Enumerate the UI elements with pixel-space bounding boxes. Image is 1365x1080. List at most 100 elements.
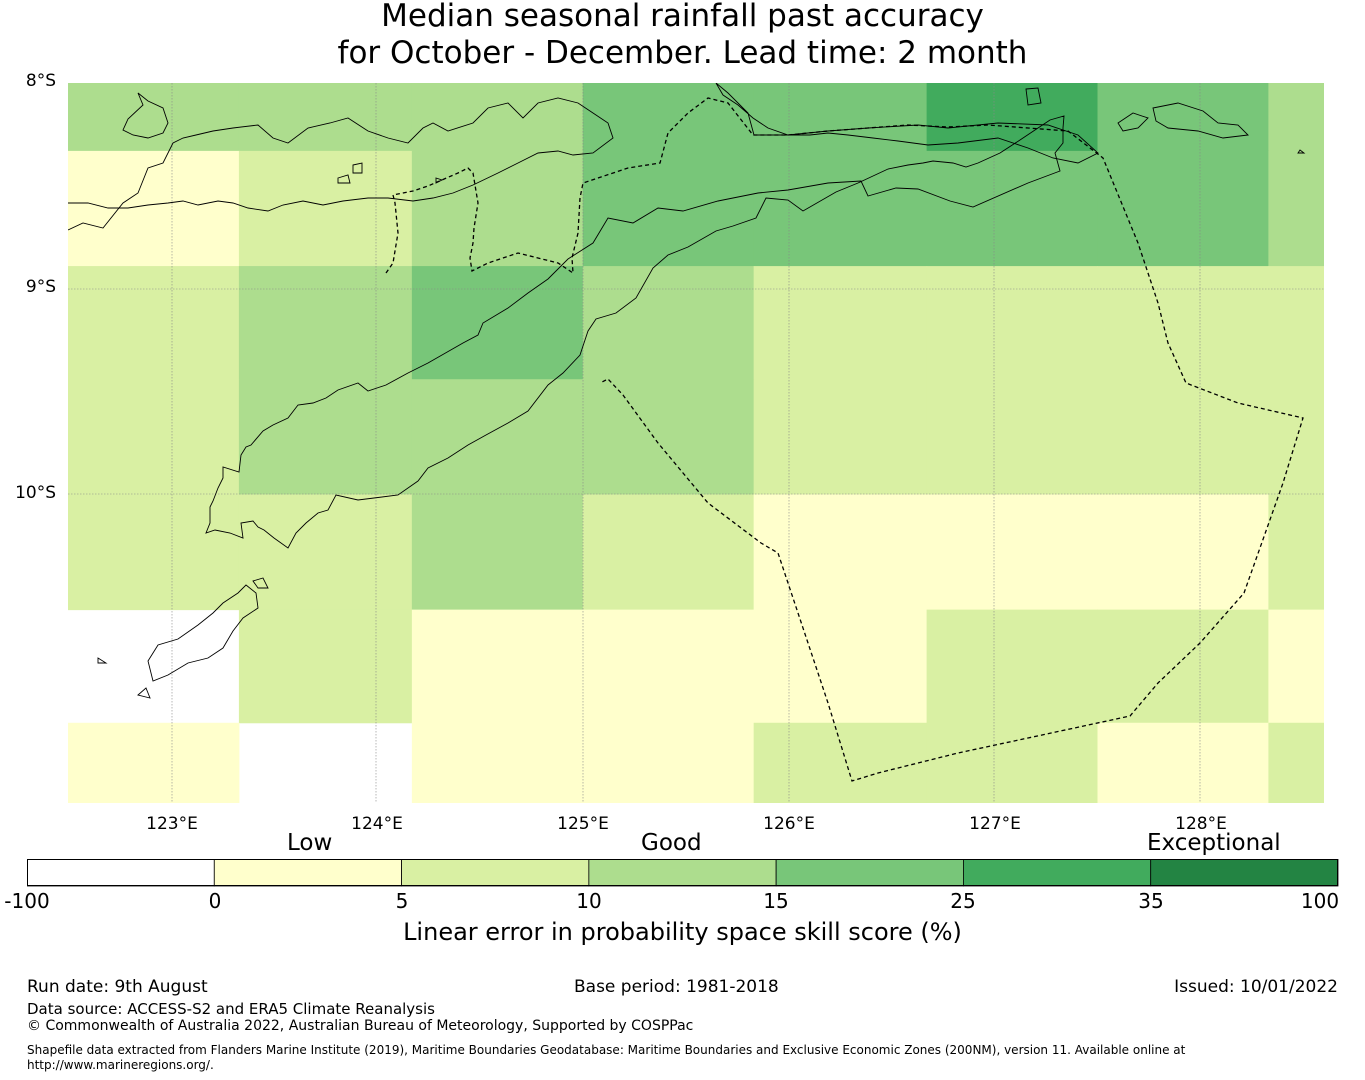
grid-cell (926, 494, 1099, 611)
lon-label-126e: 126°E (763, 814, 815, 834)
colorbar-segment (963, 859, 1152, 887)
colorbar-segment (213, 859, 402, 887)
grid-cell (238, 494, 413, 611)
base-period: Base period: 1981-2018 (574, 977, 779, 997)
grid-cell (411, 722, 584, 803)
colorbar-segment (775, 859, 964, 887)
colorbar-segment (27, 859, 215, 887)
colorbar-tick-minus100: -100 (4, 889, 50, 913)
colorbar-category-exceptional: Exceptional (1147, 830, 1281, 856)
grid-cell (1268, 83, 1324, 152)
lat-label-9s: 9°S (25, 277, 56, 297)
grid-cell (926, 266, 1099, 380)
grid-cell (411, 83, 584, 152)
grid-cell (1097, 83, 1269, 152)
alor-coastline (68, 97, 614, 231)
moa-coastline (1152, 102, 1249, 139)
small-islet-1 (337, 174, 351, 184)
colorbar-tick-10: 10 (576, 889, 602, 913)
ndana-coastline (137, 687, 151, 699)
grid-cell (753, 494, 928, 611)
lat-label-10s: 10°S (15, 483, 56, 503)
grid-cell (753, 150, 928, 267)
grid-cell (411, 494, 584, 611)
grid-cell (582, 494, 755, 611)
grid-cell (238, 609, 413, 724)
skill-map (68, 83, 1324, 803)
colorbar-tick-15: 15 (763, 889, 789, 913)
small-islet-4 (1025, 87, 1042, 106)
run-date: Run date: 9th August (27, 977, 208, 997)
colorbar-category-good: Good (641, 830, 702, 856)
grid-cell (68, 83, 240, 152)
grid-cell (238, 379, 413, 495)
grid-cell (582, 722, 755, 803)
colorbar-tick-5: 5 (395, 889, 409, 913)
grid-cell (926, 722, 1099, 803)
colorbar-tick-100: 100 (1300, 889, 1340, 913)
grid-cell (753, 722, 928, 803)
grid-cell (753, 266, 928, 380)
colorbar-category-low: Low (287, 830, 333, 856)
colorbar-segment (401, 859, 590, 887)
roti-coastline (147, 584, 259, 682)
sawu-islet (97, 657, 108, 664)
lon-label-124e: 124°E (351, 814, 403, 834)
grid-cell (1268, 266, 1324, 380)
map-title-line1: Median seasonal rainfall past accuracy (381, 0, 984, 34)
colorbar-title: Linear error in probability space skill … (403, 918, 962, 946)
lon-label-125e: 125°E (557, 814, 609, 834)
grid-cell (411, 150, 584, 267)
grid-cell (926, 83, 1099, 152)
leti-coastline (1117, 112, 1149, 132)
grid-cell (68, 379, 240, 495)
grid-cell (1268, 722, 1324, 803)
grid-cell (1097, 379, 1269, 495)
grid-cell (582, 150, 755, 267)
grid-cell (1097, 609, 1269, 724)
grid-cell (411, 266, 584, 380)
copyright-notice: © Commonwealth of Australia 2022, Austra… (27, 1018, 694, 1034)
grid-cell (1268, 609, 1324, 724)
grid-cell (68, 150, 240, 267)
semau-coastline (252, 577, 269, 589)
grid-cell (582, 379, 755, 495)
grid-cell (411, 609, 584, 724)
small-islet-2 (352, 162, 363, 174)
grid-cell (1097, 494, 1269, 611)
grid-cell (926, 609, 1099, 724)
grid-cell (753, 83, 928, 152)
timor-coastline (205, 115, 1065, 549)
colorbar-segment (588, 859, 777, 887)
shapefile-note: Shapefile data extracted from Flanders M… (27, 1043, 1186, 1072)
lat-label-8s: 8°S (25, 71, 56, 91)
grid-cell (582, 609, 755, 724)
lon-label-123e: 123°E (146, 814, 198, 834)
lon-label-127e: 127°E (969, 814, 1021, 834)
grid-cell (926, 150, 1099, 267)
grid-cell (68, 266, 240, 380)
grid-cell (238, 266, 413, 380)
grid-cell (753, 379, 928, 495)
grid-cell (238, 83, 413, 152)
grid-cell (411, 379, 584, 495)
grid-cell (68, 494, 240, 611)
issued-date: Issued: 10/01/2022 (1174, 977, 1338, 997)
colorbar-segment (1150, 859, 1339, 887)
grid-cell (582, 266, 755, 380)
flores-west-coastline (122, 92, 169, 139)
grid-cell (1268, 494, 1324, 611)
data-source: Data source: ACCESS-S2 and ERA5 Climate … (27, 1000, 435, 1018)
lon-label-128e: 128°E (1175, 814, 1227, 834)
grid-cell (1097, 266, 1269, 380)
grid-cell (1268, 150, 1324, 267)
colorbar-tick-0: 0 (208, 889, 222, 913)
colorbar-tick-25: 25 (950, 889, 976, 913)
grid-cell (926, 379, 1099, 495)
colorbar-tick-35: 35 (1138, 889, 1164, 913)
grid-cell (1097, 150, 1269, 267)
timor-leste-boundary (385, 97, 1304, 782)
grid-cell (1268, 379, 1324, 495)
wetar-coastline (715, 83, 1099, 164)
small-islet-5 (1297, 149, 1306, 154)
